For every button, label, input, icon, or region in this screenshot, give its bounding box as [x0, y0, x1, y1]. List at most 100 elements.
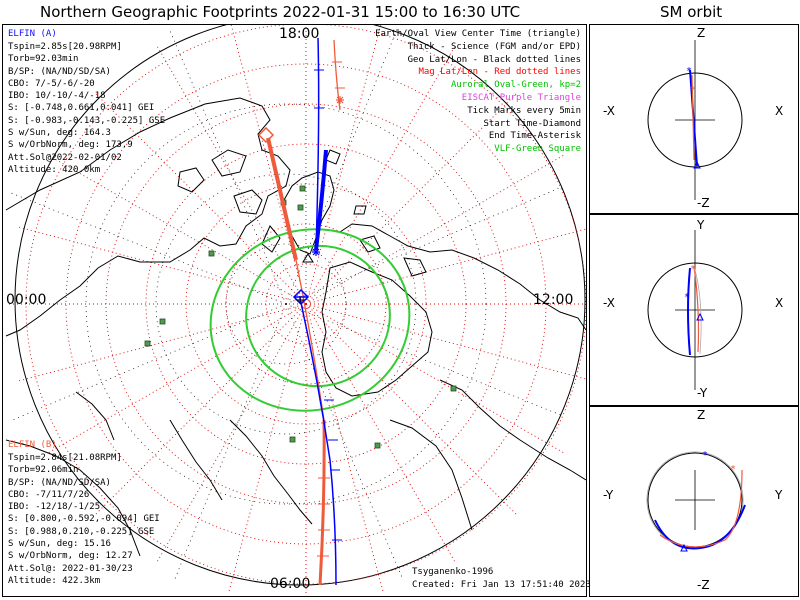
mag-lon-line: [305, 303, 457, 565]
sm1-left-label: -X: [603, 104, 615, 118]
svg-text:*: *: [702, 450, 708, 461]
hour-label-right: 12:00: [533, 292, 574, 308]
geo-lon-line: [173, 303, 287, 583]
elfin-a-info-line: CBO: 7/-5/-6/-20: [8, 78, 95, 89]
elfin-a-info-line: S: [-0.748,0.661,0.041] GEI: [8, 103, 155, 114]
sm3-right-label: Y: [775, 488, 783, 502]
sm2-left-label: -X: [603, 296, 615, 310]
mag-lon-line: [16, 303, 307, 383]
svg-text:*: *: [690, 264, 696, 275]
elfin-b-info-line: Att.Sol@: 2022-01-30/23: [8, 563, 133, 574]
elfin-b-info-line: S w/OrbNorm, deg: 12.27: [8, 551, 133, 562]
elfin-b-info: Tspin=2.84s[21.08RPM] Torb=92.06min B/SP: …: [8, 452, 160, 587]
elfin-a-info-line: Torb=92.03min: [8, 54, 79, 65]
sm-plot-yz: * *: [646, 450, 746, 552]
sm-plot-xz: * *: [647, 40, 743, 200]
legend: Earth/Oval View Center Time (triangle) Th…: [375, 28, 581, 156]
geo-lon-line: [9, 303, 287, 422]
elfin-b-info-line: S w/Sun, deg: 15.16: [8, 539, 111, 550]
sm3-left-label: -Y: [603, 488, 614, 502]
elfin-b-info-line: Altitude: 422.3km: [8, 575, 101, 586]
legend-item: Mag Lat/Lon - Red dotted lines: [418, 67, 581, 78]
geo-lat-circle: [225, 243, 347, 365]
legend-item: Auroral Oval-Green, kp=2: [450, 80, 581, 91]
sm2-bottom-label: -Y: [697, 386, 708, 400]
elfin-b-info-line: Tspin=2.84s[21.08RPM]: [8, 453, 122, 463]
geo-lon-line: [7, 191, 287, 305]
footprint-map-panel: [2, 24, 587, 597]
elfin-a-track: [299, 37, 337, 586]
svg-text:*: *: [684, 292, 690, 303]
geo-lat-circle: [155, 173, 417, 435]
start-diamond-elfin-a: [292, 288, 310, 306]
mag-lon-line: [305, 303, 519, 517]
start-diamond-elfin-b: [257, 126, 275, 144]
legend-item: EISCAT-Purple Triangle: [461, 92, 581, 103]
sm1-bottom-label: -Z: [697, 196, 710, 210]
hour-label-left: 00:00: [6, 292, 47, 308]
end-asterisk-elfin-a: [312, 248, 320, 256]
hour-label-bottom: 06:00: [270, 576, 311, 592]
sm3-bottom-label: -Z: [697, 578, 710, 592]
legend-item: Thick - Science (FGM and/or EPD): [407, 41, 581, 52]
elfin-b-ticks: [317, 61, 345, 557]
mag-lon-line: [305, 303, 586, 380]
mag-lon-line: [45, 303, 307, 455]
sm2-right-label: X: [775, 296, 784, 310]
mag-lon-line: [16, 225, 307, 305]
sm-orbit-plots: * * * * * *: [646, 40, 746, 552]
mag-lon-line: [227, 303, 307, 594]
elfin-a-name: ELFIN (A): [8, 29, 57, 39]
elfin-b-info-line: B/SP: (NA/ND/SD/SA): [8, 477, 111, 488]
main-title: Northern Geographic Footprints 2022-01-3…: [40, 3, 521, 21]
svg-text:*: *: [686, 66, 692, 77]
sm-plot-xy: * *: [647, 230, 743, 390]
elfin-b-name: ELFIN (B): [8, 440, 57, 450]
geo-lat-circle: [85, 103, 487, 505]
legend-item: Tick Marks every 5min: [467, 105, 581, 116]
view-center-triangle: [302, 253, 314, 263]
elfin-a-info: Tspin=2.85s[20.98RPM] Torb=92.03min B/SP: …: [8, 41, 165, 176]
legend-item: Start Time-Diamond: [483, 118, 581, 129]
end-asterisk-elfin-b: [336, 96, 344, 104]
geo-lon-line: [285, 186, 563, 305]
geo-lon-line: [168, 27, 287, 305]
sm-panel-yz: [589, 406, 799, 597]
elfin-b-info-line: Torb=92.06min: [8, 465, 79, 476]
elfin-b-info-line: S: [0.988,0.210,-0.225] GSE: [8, 526, 155, 537]
mag-lon-line: [305, 303, 385, 594]
elfin-a-info-line: Tspin=2.85s[20.98RPM]: [8, 42, 122, 52]
mag-lon-line: [305, 303, 567, 455]
sm1-top-label: Z: [697, 26, 706, 40]
continent-outlines: [5, 97, 586, 557]
model-credit: Tsyganenko-1996: [412, 567, 494, 577]
geo-lon-line: [285, 303, 404, 581]
legend-item: End Time-Asterisk: [488, 131, 581, 142]
legend-item: Geo Lat/Lon - Black dotted lines: [407, 54, 581, 65]
elfin-b-info-line: CBO: -7/11/7/26: [8, 489, 90, 500]
elfin-a-info-line: IBO: 10/-10/-4/-18: [8, 91, 106, 102]
mag-lon-line: [230, 25, 307, 305]
legend-item: VLF-Green Square: [494, 144, 581, 155]
geo-lon-line: [285, 303, 565, 417]
sm3-top-label: Z: [697, 408, 706, 422]
elfin-a-info-line: S: [-0.983,-0.143,-0.225] GSE: [8, 115, 166, 126]
svg-text:*: *: [730, 464, 736, 475]
sm-orbit-title: SM orbit: [660, 3, 723, 21]
elfin-a-info-line: B/SP: (NA/ND/SD/SA): [8, 66, 111, 77]
sm2-top-label: Y: [697, 218, 705, 232]
elfin-b-info-line: IBO: -12/18/-1/25: [8, 502, 101, 513]
sm-panel-xz: [589, 24, 799, 214]
hour-label-top: 18:00: [279, 26, 320, 42]
pole-cross: [296, 296, 304, 304]
legend-item: Earth/Oval View Center Time (triangle): [375, 29, 581, 39]
auroral-oval: [209, 228, 411, 412]
elfin-b-info-line: S: [0.800,-0.592,-0.094] GEI: [8, 514, 160, 525]
geo-latlon-grid: [7, 25, 565, 583]
created-timestamp: Created: Fri Jan 13 17:51:40 2023: [412, 580, 591, 590]
elfin-a-info-line: S w/OrbNorm, deg: 173.9: [8, 140, 133, 151]
sm-panel-xy: [589, 214, 799, 406]
elfin-a-info-line: Att.Sol@2022-02-01/02: [8, 152, 122, 163]
svg-text:*: *: [690, 85, 696, 96]
